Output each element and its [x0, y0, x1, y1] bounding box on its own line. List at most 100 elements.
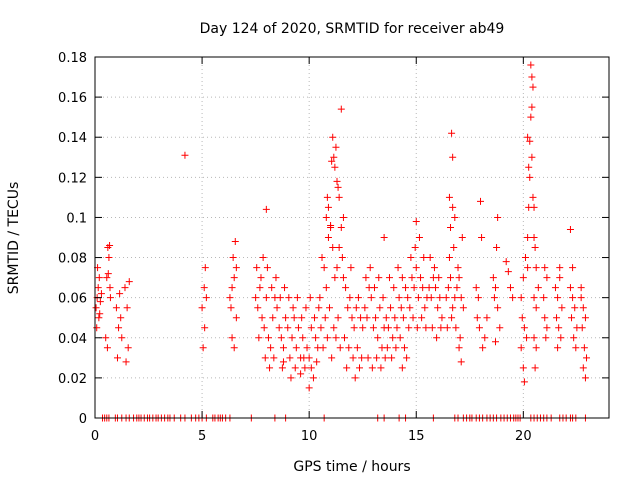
data-point: [330, 153, 338, 161]
x-tick-label: 10: [301, 429, 318, 444]
data-point: [345, 344, 353, 352]
data-point: [354, 294, 362, 302]
data-point: [398, 364, 406, 372]
x-tick-label: 5: [198, 429, 206, 444]
data-point: [556, 274, 564, 282]
data-point: [397, 304, 405, 312]
data-point: [267, 344, 275, 352]
data-point: [450, 244, 458, 252]
data-point: [379, 294, 387, 302]
data-point: [264, 334, 272, 342]
data-point: [554, 344, 562, 352]
data-point: [104, 270, 112, 278]
data-point: [284, 324, 292, 332]
data-point: [491, 284, 499, 292]
data-point: [113, 354, 121, 362]
data-point: [227, 304, 235, 312]
y-tick-label: 0.14: [58, 131, 87, 146]
data-point: [200, 284, 208, 292]
chart-title: Day 124 of 2020, SRMTID for receiver ab4…: [200, 21, 505, 37]
data-point: [411, 244, 419, 252]
data-point: [253, 264, 261, 272]
data-point: [452, 324, 460, 332]
data-point: [509, 294, 517, 302]
data-point: [201, 324, 209, 332]
data-point: [448, 129, 456, 137]
data-point: [369, 324, 377, 332]
data-point: [288, 334, 296, 342]
data-point: [122, 358, 130, 366]
data-point: [405, 324, 413, 332]
data-point: [269, 314, 277, 322]
data-point: [96, 298, 104, 306]
data-point: [504, 268, 512, 276]
x-tick-label: 20: [515, 429, 532, 444]
data-point: [268, 284, 276, 292]
data-point: [324, 203, 332, 211]
data-point: [329, 244, 337, 252]
data-point: [430, 264, 438, 272]
data-point: [566, 284, 574, 292]
data-point: [256, 284, 264, 292]
data-point: [534, 284, 542, 292]
data-point: [472, 284, 480, 292]
data-point: [252, 294, 260, 302]
data-point: [331, 163, 339, 171]
data-point: [364, 354, 372, 362]
data-point: [334, 183, 342, 191]
data-point: [391, 314, 399, 322]
data-point: [568, 314, 576, 322]
data-point: [334, 314, 342, 322]
data-point: [338, 254, 346, 262]
data-point: [445, 193, 453, 201]
data-point: [317, 324, 325, 332]
data-point: [438, 314, 446, 322]
data-point: [300, 354, 308, 362]
data-point: [363, 314, 371, 322]
data-point: [270, 354, 278, 362]
data-point: [530, 294, 538, 302]
data-point: [374, 334, 382, 342]
data-point: [293, 294, 301, 302]
data-point: [491, 338, 499, 346]
data-point: [478, 234, 486, 241]
data-point: [388, 354, 396, 362]
data-point: [106, 294, 114, 302]
data-point: [445, 254, 453, 262]
data-point: [287, 374, 295, 382]
data-point: [414, 294, 422, 302]
x-tick-label: 0: [91, 429, 99, 444]
data-point: [201, 264, 209, 272]
data-point: [339, 274, 347, 282]
data-point: [389, 334, 397, 342]
data-point: [273, 304, 281, 312]
data-point: [433, 334, 441, 342]
data-point: [229, 254, 237, 262]
data-point: [272, 274, 280, 282]
data-point: [336, 344, 344, 352]
data-point: [355, 364, 363, 372]
data-point: [302, 304, 310, 312]
data-point: [281, 284, 289, 292]
data-point: [297, 370, 305, 378]
data-point: [102, 334, 110, 342]
data-point: [116, 290, 124, 298]
data-point: [532, 344, 540, 352]
data-point: [97, 290, 105, 298]
data-point: [519, 364, 527, 372]
data-point: [528, 73, 536, 81]
data-point: [96, 310, 104, 318]
data-point: [443, 324, 451, 332]
data-point: [403, 354, 411, 362]
data-point: [377, 364, 385, 372]
data-point: [541, 314, 549, 322]
data-point: [457, 294, 465, 302]
data-point: [406, 304, 414, 312]
data-point: [311, 314, 319, 322]
data-point: [571, 304, 579, 312]
data-point: [228, 284, 236, 292]
data-point: [525, 163, 533, 171]
data-point: [477, 197, 484, 205]
data-point: [279, 358, 287, 366]
data-point: [453, 284, 461, 292]
